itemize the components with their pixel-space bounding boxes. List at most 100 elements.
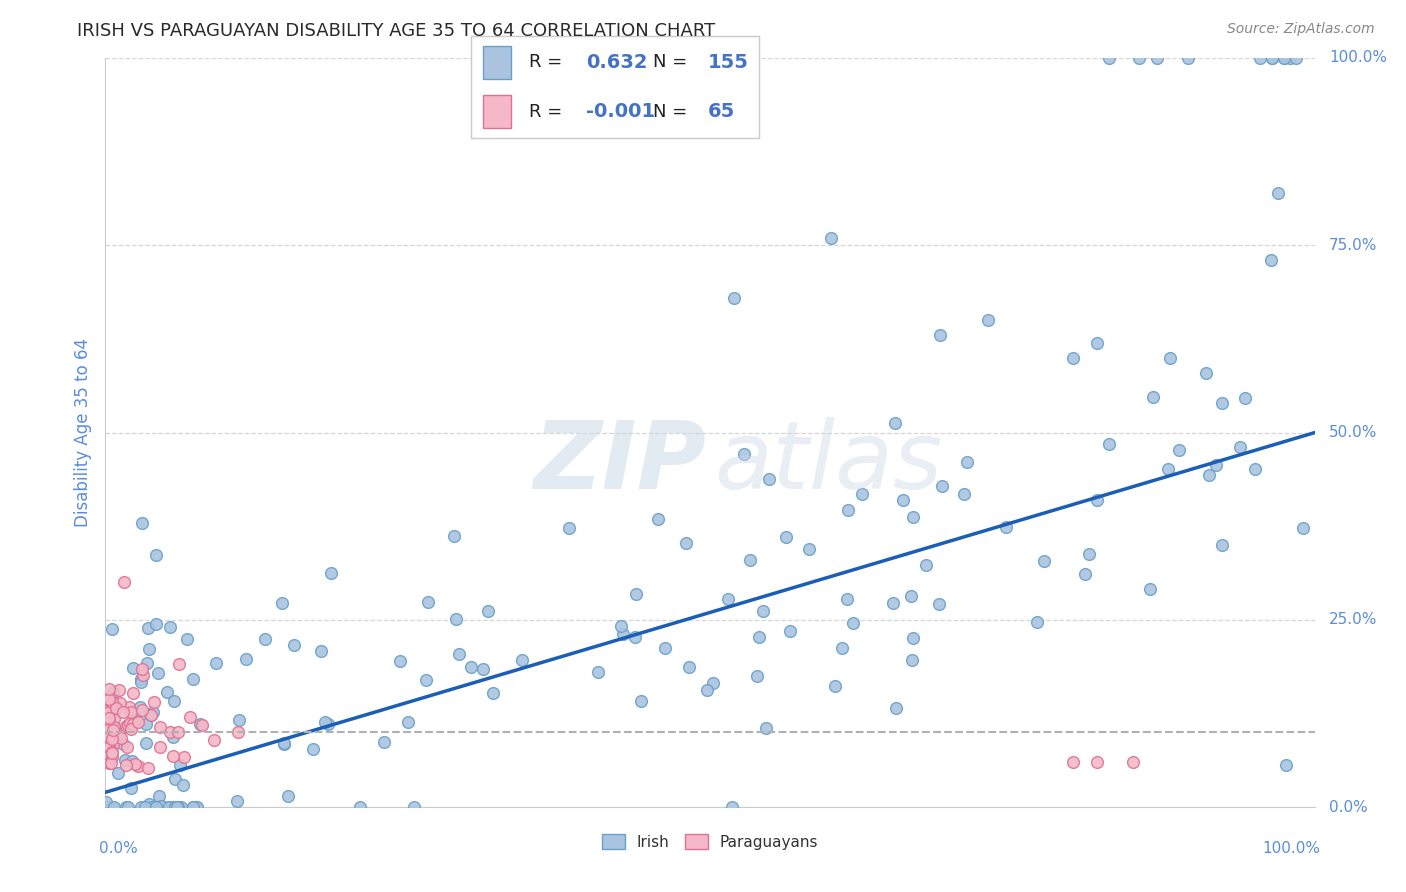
Point <box>1211 538 1233 552</box>
FancyBboxPatch shape <box>482 46 512 78</box>
Point <box>717 591 740 606</box>
Point <box>149 798 172 813</box>
Point <box>373 735 395 749</box>
Point <box>100 746 122 760</box>
Text: 100.0%: 100.0% <box>1263 841 1320 856</box>
Point <box>460 660 482 674</box>
Point <box>748 630 770 644</box>
Point <box>183 672 205 686</box>
Point <box>100 746 122 760</box>
Point <box>103 711 125 725</box>
Point <box>122 660 145 674</box>
Point <box>146 666 169 681</box>
Point <box>841 615 863 630</box>
Point <box>101 685 124 699</box>
Point <box>283 638 305 652</box>
Point <box>1274 51 1296 65</box>
Point <box>149 739 172 754</box>
Point <box>120 780 142 795</box>
Legend: Irish, Paraguayans: Irish, Paraguayans <box>596 828 824 855</box>
Point <box>477 604 499 618</box>
Point <box>202 732 225 747</box>
Point <box>271 596 294 610</box>
Point <box>122 686 145 700</box>
Point <box>630 694 652 708</box>
Point <box>314 714 336 729</box>
Point <box>179 710 201 724</box>
Point <box>721 799 744 814</box>
Point <box>101 622 124 636</box>
Point <box>884 416 907 430</box>
Point <box>557 521 579 535</box>
Point <box>98 705 121 719</box>
Point <box>98 739 121 754</box>
Point <box>170 800 193 814</box>
Text: atlas: atlas <box>714 417 942 508</box>
Point <box>311 644 333 658</box>
Point <box>1157 462 1180 476</box>
Point <box>733 447 755 461</box>
Point <box>1275 758 1298 772</box>
Text: IRISH VS PARAGUAYAN DISABILITY AGE 35 TO 64 CORRELATION CHART: IRISH VS PARAGUAYAN DISABILITY AGE 35 TO… <box>77 22 716 40</box>
Point <box>115 739 138 754</box>
Point <box>100 756 122 770</box>
Point <box>125 712 148 726</box>
Point <box>136 761 159 775</box>
Point <box>98 711 121 725</box>
Point <box>482 686 505 700</box>
Point <box>117 800 139 814</box>
Text: N =: N = <box>652 54 688 71</box>
Point <box>1274 51 1296 65</box>
Text: 0.632: 0.632 <box>586 53 648 72</box>
Point <box>235 652 257 666</box>
Point <box>1195 366 1218 380</box>
Point <box>120 715 142 730</box>
Point <box>1074 567 1097 582</box>
Point <box>1077 547 1099 561</box>
Point <box>1062 351 1084 365</box>
Point <box>104 698 127 713</box>
Point <box>139 708 162 723</box>
Point <box>1177 51 1199 65</box>
Point <box>103 800 125 814</box>
Text: N =: N = <box>652 103 688 120</box>
Point <box>609 619 631 633</box>
Point <box>675 536 697 550</box>
Point <box>101 737 124 751</box>
Point <box>135 717 157 731</box>
Point <box>1026 615 1049 629</box>
Point <box>779 624 801 638</box>
Point <box>121 754 143 768</box>
Point <box>149 720 172 734</box>
Text: R =: R = <box>529 103 562 120</box>
Point <box>98 730 121 744</box>
Point <box>755 721 778 735</box>
Point <box>851 487 873 501</box>
Point <box>188 717 211 731</box>
Point <box>1244 462 1267 476</box>
Point <box>118 700 141 714</box>
Point <box>160 800 183 814</box>
Point <box>129 800 152 814</box>
Point <box>120 723 142 737</box>
Point <box>115 800 138 814</box>
Point <box>100 731 122 746</box>
Point <box>173 750 195 764</box>
Point <box>273 737 295 751</box>
Point <box>101 723 124 737</box>
Point <box>131 703 153 717</box>
Point <box>758 471 780 485</box>
Point <box>1128 51 1150 65</box>
Point <box>1285 51 1308 65</box>
Point <box>163 800 186 814</box>
Point <box>977 313 1000 327</box>
Point <box>443 529 465 543</box>
Point <box>952 487 974 501</box>
Point <box>1198 467 1220 482</box>
Point <box>138 797 160 812</box>
Point <box>612 627 634 641</box>
Point <box>104 722 127 736</box>
Point <box>647 512 669 526</box>
Point <box>1291 521 1313 535</box>
Point <box>1085 335 1108 350</box>
